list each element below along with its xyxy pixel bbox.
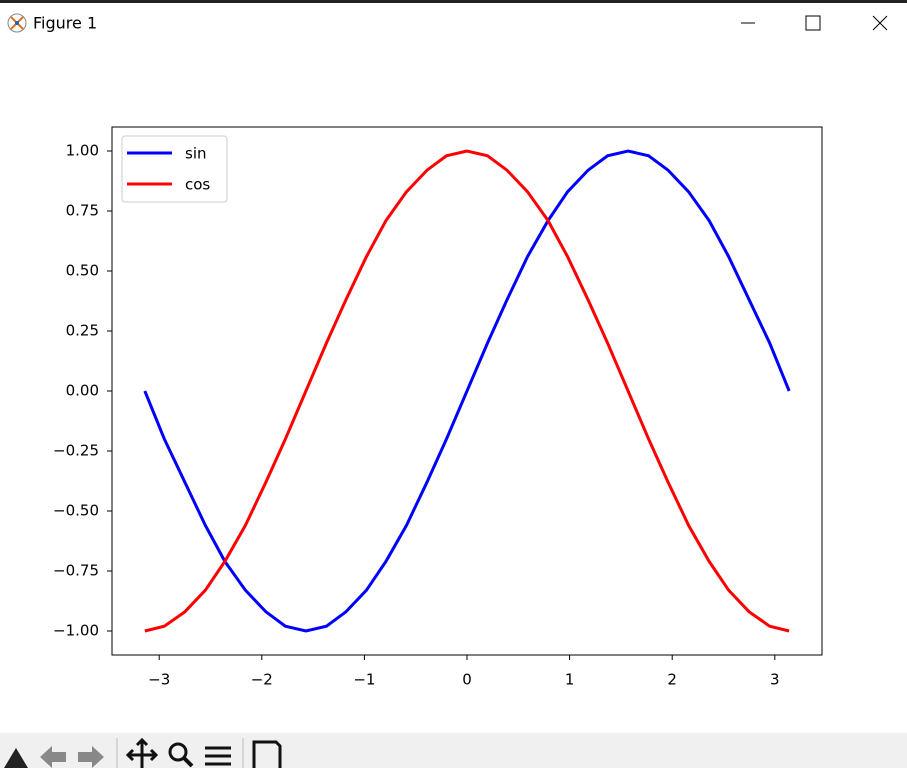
x-tick-label: 1 — [565, 671, 575, 689]
close-button[interactable] — [872, 15, 888, 31]
home-button[interactable] — [4, 748, 28, 768]
legend-label: sin — [185, 145, 207, 163]
x-tick-label: 3 — [770, 671, 780, 689]
app-icon — [7, 13, 27, 33]
toolbar — [0, 733, 907, 768]
x-tick-label: −2 — [251, 671, 273, 689]
forward-button[interactable] — [78, 746, 104, 768]
x-tick-label: 2 — [667, 671, 677, 689]
configure-button[interactable] — [205, 746, 231, 766]
plot: −3 −2 −1 0 1 2 3 −1.00 −0.75 −0.50 −0.25 0.00 0.25 0.… — [53, 135, 791, 689]
save-button[interactable] — [252, 740, 282, 768]
back-button[interactable] — [40, 746, 66, 768]
x-tick-label: −1 — [353, 671, 375, 689]
y-tick-label: 1.00 — [66, 142, 99, 160]
y-tick-label: −1.00 — [53, 622, 99, 640]
series-line — [143, 149, 791, 633]
legend-label: cos — [185, 176, 210, 194]
y-tick-label: 0.00 — [66, 382, 99, 400]
maximize-button[interactable] — [805, 15, 821, 31]
y-tick-label: 0.25 — [66, 322, 99, 340]
top-edge — [0, 0, 907, 3]
y-tick-label: 0.75 — [66, 202, 99, 220]
y-tick-label: −0.25 — [53, 442, 99, 460]
series-line — [144, 149, 790, 633]
pan-button[interactable] — [125, 737, 159, 768]
x-tick-label: 0 — [462, 671, 472, 689]
x-tick-label: −3 — [148, 671, 170, 689]
y-tick-label: −0.50 — [53, 502, 99, 520]
zoom-button[interactable] — [168, 742, 194, 768]
y-tick-label: −0.75 — [53, 562, 99, 580]
legend-box — [121, 135, 228, 203]
y-tick-label: 0.50 — [66, 262, 99, 280]
window-title: Figure 1 — [33, 14, 97, 33]
